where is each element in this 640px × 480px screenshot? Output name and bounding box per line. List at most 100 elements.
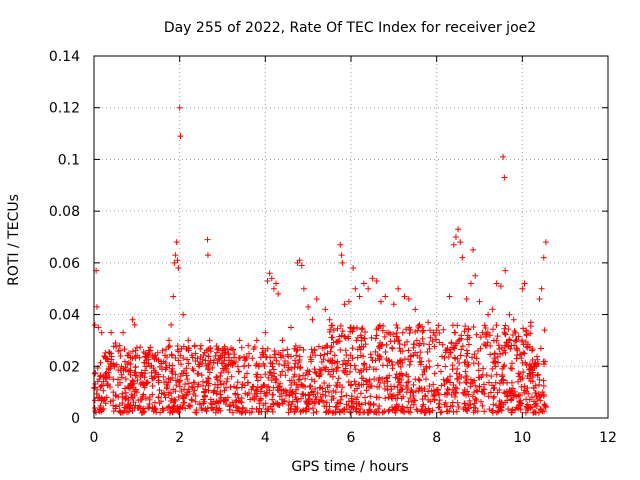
data-point xyxy=(270,384,277,391)
data-point xyxy=(363,387,370,394)
data-point xyxy=(523,328,530,335)
data-point xyxy=(334,338,341,345)
data-point xyxy=(309,316,316,323)
data-point xyxy=(144,379,151,386)
data-point xyxy=(398,370,405,377)
data-point xyxy=(227,384,234,391)
data-point xyxy=(347,368,354,375)
data-point xyxy=(433,386,440,393)
data-point xyxy=(243,407,250,414)
data-point xyxy=(107,363,114,370)
data-point xyxy=(172,354,179,361)
data-point xyxy=(343,352,350,359)
data-point xyxy=(405,408,412,415)
data-point xyxy=(526,370,533,377)
data-point xyxy=(522,359,529,366)
data-point xyxy=(419,371,426,378)
data-point xyxy=(325,389,332,396)
data-point xyxy=(97,359,104,366)
data-point xyxy=(300,372,307,379)
data-point xyxy=(470,246,477,253)
data-point xyxy=(394,395,401,402)
data-point xyxy=(532,389,539,396)
data-point xyxy=(198,342,205,349)
data-point xyxy=(390,331,397,338)
data-point xyxy=(228,373,235,380)
data-point xyxy=(285,353,292,360)
data-point xyxy=(342,365,349,372)
horizontal-gridlines xyxy=(94,107,608,367)
data-point xyxy=(438,408,445,415)
data-point xyxy=(159,405,166,412)
data-point xyxy=(192,358,199,365)
data-point xyxy=(388,394,395,401)
data-point xyxy=(107,398,114,405)
data-point xyxy=(262,353,269,360)
data-point xyxy=(513,404,520,411)
data-point xyxy=(234,379,241,386)
data-point xyxy=(137,381,144,388)
data-point xyxy=(505,405,512,412)
data-point xyxy=(501,174,508,181)
data-point xyxy=(431,370,438,377)
data-point xyxy=(117,352,124,359)
data-point xyxy=(524,341,531,348)
data-point xyxy=(296,257,303,264)
data-point xyxy=(98,329,105,336)
data-point xyxy=(270,400,277,407)
data-point xyxy=(421,393,428,400)
data-point xyxy=(243,354,250,361)
data-point xyxy=(490,401,497,408)
data-point xyxy=(219,347,226,354)
data-point xyxy=(302,375,309,382)
data-point xyxy=(139,408,146,415)
data-point xyxy=(139,393,146,400)
data-point xyxy=(105,358,112,365)
data-point xyxy=(467,383,474,390)
data-point xyxy=(142,350,149,357)
data-point xyxy=(110,360,117,367)
data-point xyxy=(483,342,490,349)
data-point xyxy=(363,377,370,384)
data-point xyxy=(177,361,184,368)
data-point xyxy=(462,368,469,375)
data-point xyxy=(420,340,427,347)
data-point xyxy=(188,383,195,390)
data-point xyxy=(473,397,480,404)
x-tick-label: 8 xyxy=(432,430,441,446)
data-point xyxy=(170,403,177,410)
data-point xyxy=(185,380,192,387)
data-point xyxy=(206,369,213,376)
y-tick-label: 0.02 xyxy=(49,359,80,375)
data-point xyxy=(341,333,348,340)
data-point xyxy=(173,239,180,246)
data-point xyxy=(185,360,192,367)
data-point xyxy=(451,354,458,361)
data-point xyxy=(425,405,432,412)
data-point xyxy=(463,352,470,359)
data-point xyxy=(440,376,447,383)
data-point xyxy=(205,353,212,360)
data-point xyxy=(121,346,128,353)
data-point xyxy=(204,375,211,382)
data-point xyxy=(446,293,453,300)
data-point xyxy=(509,365,516,372)
data-point xyxy=(464,336,471,343)
data-point xyxy=(92,408,99,415)
data-point xyxy=(270,401,277,408)
data-point xyxy=(447,379,454,386)
data-point xyxy=(349,328,356,335)
data-point xyxy=(499,365,506,372)
data-point xyxy=(288,401,295,408)
data-point xyxy=(335,399,342,406)
data-point xyxy=(112,340,119,347)
data-point xyxy=(174,346,181,353)
data-point xyxy=(397,348,404,355)
data-point xyxy=(258,396,265,403)
data-point xyxy=(108,329,115,336)
data-point xyxy=(358,401,365,408)
data-point xyxy=(295,376,302,383)
data-point xyxy=(520,325,527,332)
data-point xyxy=(124,352,131,359)
data-point xyxy=(125,359,132,366)
